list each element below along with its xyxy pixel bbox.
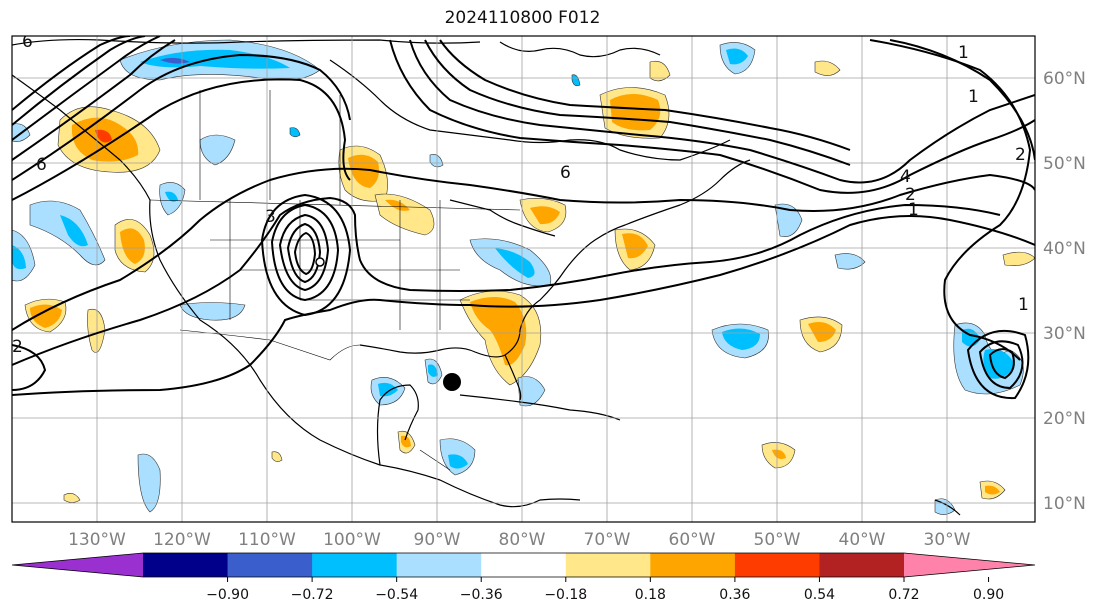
contour-label: 6 — [22, 32, 33, 52]
lon-tick-label: 110°W — [238, 530, 296, 550]
contour-label: 3 — [265, 207, 276, 227]
colorbar-tick-label: −0.72 — [291, 587, 334, 603]
contour-label: 4 — [900, 167, 911, 187]
colorbar-tick-label: 0.18 — [635, 587, 666, 603]
colorbar-segment — [227, 553, 313, 577]
contour-label-group: 6 6 4 3 2 2 2 1 1 1 6 1 — [12, 32, 1029, 357]
colorbar-tick-label: −0.18 — [544, 587, 587, 603]
lon-tick-label: 60°W — [669, 530, 716, 550]
lon-tick-label: 80°W — [499, 530, 546, 550]
lon-tick-label: 30°W — [924, 530, 971, 550]
colorbar: −0.90 −0.72 −0.54 −0.36 −0.18 0.18 0.36 0.54 0.7… — [11, 552, 1036, 603]
colorbar-tick-label: −0.36 — [460, 587, 503, 603]
lon-tick-label: 130°W — [68, 530, 126, 550]
colorbar-segment — [312, 553, 398, 577]
lon-tick-label: 100°W — [323, 530, 381, 550]
contour-label: 1 — [1018, 295, 1029, 315]
lon-axis: 130°W 120°W 110°W 100°W 90°W 80°W 70°W 6… — [68, 530, 971, 550]
colorbar-tick-label: −0.54 — [375, 587, 418, 603]
lat-tick-label: 30°N — [1043, 324, 1086, 344]
contour-label: 2 — [12, 337, 23, 357]
contour-layer — [12, 36, 1035, 400]
colorbar-tick-label: 0.36 — [719, 587, 750, 603]
map-title: 2024110800 F012 — [444, 8, 601, 28]
colorbar-extend-low — [12, 553, 143, 577]
colorbar-segment — [650, 553, 736, 577]
colorbar-segment — [734, 553, 820, 577]
contour-label: 1 — [908, 200, 919, 220]
low-center-marker — [315, 257, 325, 267]
storm-center-dot — [443, 373, 461, 391]
map-frame — [11, 35, 1036, 523]
lon-tick-label: 40°W — [839, 530, 886, 550]
colorbar-segment — [565, 553, 651, 577]
contour-label: 2 — [1015, 145, 1026, 165]
colorbar-tick-label: 0.90 — [973, 587, 1004, 603]
colorbar-tick-label: 0.54 — [804, 587, 835, 603]
colorbar-outline — [11, 552, 1036, 578]
colorbar-segment — [143, 553, 229, 577]
colorbar-tick-label: −0.90 — [206, 587, 249, 603]
contour-label: 1 — [968, 87, 979, 107]
lat-axis: 60°N 50°N 40°N 30°N 20°N 10°N — [1043, 69, 1086, 514]
contour-label: 2 — [905, 185, 916, 205]
colorbar-segment — [481, 553, 567, 577]
contour-label: 6 — [560, 163, 571, 183]
colorbar-segment — [819, 553, 905, 577]
colorbar-tick-label: 0.72 — [888, 587, 919, 603]
lat-tick-label: 20°N — [1043, 409, 1086, 429]
lat-tick-label: 50°N — [1043, 154, 1086, 174]
colorbar-segment — [396, 553, 482, 577]
lon-tick-label: 90°W — [414, 530, 461, 550]
lon-tick-label: 120°W — [153, 530, 211, 550]
lat-tick-label: 10°N — [1043, 494, 1086, 514]
lon-tick-label: 50°W — [754, 530, 801, 550]
graticule — [12, 36, 1035, 522]
colorbar-extend-high — [904, 553, 1035, 577]
coastline-layer — [12, 38, 961, 516]
lat-tick-label: 40°N — [1043, 239, 1086, 259]
contour-label: 6 — [36, 155, 47, 175]
lon-tick-label: 70°W — [584, 530, 631, 550]
lat-tick-label: 60°N — [1043, 69, 1086, 89]
contour-label: 1 — [958, 43, 969, 63]
